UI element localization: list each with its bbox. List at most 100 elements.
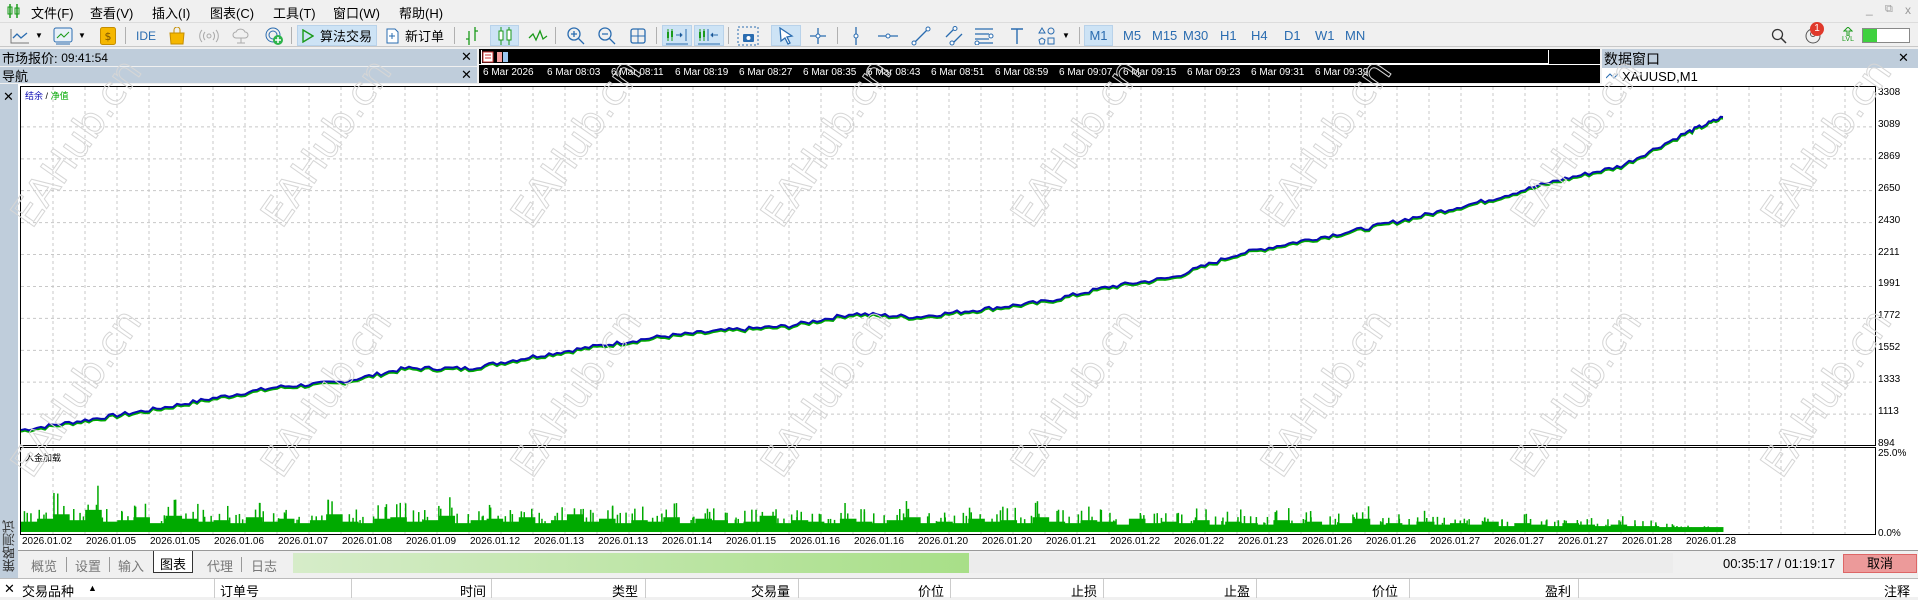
x-tick-label: 2026.01.02 [22,536,73,547]
close-icon[interactable]: ✕ [1898,50,1909,65]
ide-button[interactable]: IDE [136,28,157,43]
data-window-header: 数据窗口 ✕ [1602,49,1918,68]
deposit-load-bar [43,514,45,532]
chart-shift-button[interactable] [662,25,692,46]
chevron-down-icon[interactable]: ▼ [35,31,43,40]
timeframe-w1[interactable]: W1 [1315,28,1335,43]
deposit-load-bar [174,499,177,532]
crosshair-button[interactable] [808,25,828,46]
deposit-load-bar [1068,516,1070,532]
new-order-button[interactable]: 新订单 [386,25,444,46]
timeframe-m30[interactable]: M30 [1183,28,1209,43]
equidistant-channel-button[interactable] [943,25,964,46]
deposit-load-bar [424,510,426,532]
deposit-load-bar [979,514,981,532]
close-icon[interactable]: ✕ [3,89,14,104]
close-icon[interactable]: ✕ [4,581,15,596]
restore-icon[interactable]: ⧉ [1885,3,1893,15]
deposit-load-bar [1273,520,1290,532]
deposit-load-bar [737,518,739,532]
deposit-load-bar [181,518,199,532]
data-window-item[interactable]: XAUUSD,M1 [1602,68,1918,84]
tile-windows-button[interactable] [629,25,647,46]
balance-chart: 结余 / 净值 [20,86,1876,446]
tab-overview[interactable]: 概览 [31,559,58,574]
close-icon[interactable]: ✕ [461,67,472,82]
vps-button[interactable] [232,25,250,46]
zoom-in-button[interactable] [566,25,586,46]
minimize-icon[interactable]: _ [1866,2,1873,16]
search-button[interactable] [1770,25,1788,46]
horizontal-line-button[interactable] [878,25,898,46]
bar-chart-button[interactable] [464,25,480,46]
market-button[interactable]: $ [100,25,116,46]
chevron-down-icon[interactable]: ▼ [1062,31,1070,40]
timeframe-d1[interactable]: D1 [1284,28,1301,43]
tab-settings[interactable]: 设置 [75,559,102,574]
candlestick-button[interactable] [490,25,519,46]
algo-trading-button[interactable]: 算法交易 [297,25,377,46]
deposit-load-bar [996,514,998,532]
templates-button[interactable] [52,25,74,46]
col-take-profit[interactable]: 止盈 [1223,584,1250,599]
screenshot-button[interactable] [737,25,759,46]
cloud-icon [232,28,249,43]
crosshair-icon [810,27,826,44]
fibonacci-button[interactable] [974,25,994,46]
close-window-icon[interactable]: x [1905,3,1911,17]
vertical-line-icon [853,26,859,45]
account-button[interactable]: 1 [1801,22,1825,46]
col-order[interactable]: 订单号 [220,584,260,599]
cursor-button[interactable] [771,25,801,46]
zoom-out-button[interactable] [597,25,617,46]
col-comment[interactable]: 注释 [1883,584,1910,599]
timeframe-h4[interactable]: H4 [1251,28,1268,43]
timeframe-m1[interactable]: M1 [1084,25,1113,46]
deposit-load-bar [744,510,746,532]
mini-chart[interactable]: 6 Mar 2026 6 Mar 08:03 6 Mar 08:11 6 Mar 08… [479,49,1600,83]
col-price[interactable]: 价位 [917,584,944,599]
cancel-button[interactable]: 取消 [1843,554,1917,573]
col-current-price[interactable]: 价位 [1371,584,1398,599]
signals-button[interactable] [199,25,219,46]
tab-inputs[interactable]: 输入 [118,559,145,574]
deposit-load-bar [1264,522,1266,532]
timeframe-mn[interactable]: MN [1345,28,1366,43]
menu-file[interactable]: 文件(F) [31,6,74,21]
menu-charts[interactable]: 图表(C) [210,6,255,21]
deposit-load-bar [390,517,407,532]
menu-help[interactable]: 帮助(H) [399,6,444,21]
sort-asc-icon[interactable]: ▲ [88,583,97,593]
trendline-button[interactable] [910,25,931,46]
col-time[interactable]: 时间 [459,584,486,599]
close-icon[interactable]: ✕ [461,49,472,64]
tab-agents[interactable]: 代理 [207,559,234,574]
col-symbol[interactable]: 交易品种 [22,584,75,599]
deposit-load-bar [1432,516,1434,532]
level-indicator[interactable]: LVL [1840,25,1856,46]
shapes-button[interactable] [1037,25,1057,46]
menu-tools[interactable]: 工具(T) [273,6,316,21]
mini-chart-time-label: 6 Mar 09:07 [1059,67,1113,78]
vps-connect-button[interactable] [264,25,284,46]
menu-view[interactable]: 查看(V) [90,6,134,21]
menu-insert[interactable]: 插入(I) [152,6,191,21]
new-chart-button[interactable] [8,25,32,46]
text-tool-button[interactable] [1008,25,1025,46]
deposit-load-bar [1221,521,1223,532]
vertical-line-button[interactable] [850,25,862,46]
timeframe-m15[interactable]: M15 [1152,28,1178,43]
shop-button[interactable] [168,25,185,46]
tab-journal[interactable]: 日志 [251,559,278,574]
menu-window[interactable]: 窗口(W) [333,6,380,21]
col-stop-loss[interactable]: 止损 [1070,584,1097,599]
col-volume[interactable]: 交易量 [750,584,790,599]
col-type[interactable]: 类型 [611,584,638,599]
tab-graph[interactable]: 图表 [153,551,194,573]
chevron-down-icon[interactable]: ▼ [78,31,86,40]
col-profit[interactable]: 盈利 [1544,584,1571,599]
timeframe-h1[interactable]: H1 [1220,28,1237,43]
line-chart-button[interactable] [528,25,548,46]
timeframe-m5[interactable]: M5 [1123,28,1142,43]
autoscroll-button[interactable] [694,25,724,46]
